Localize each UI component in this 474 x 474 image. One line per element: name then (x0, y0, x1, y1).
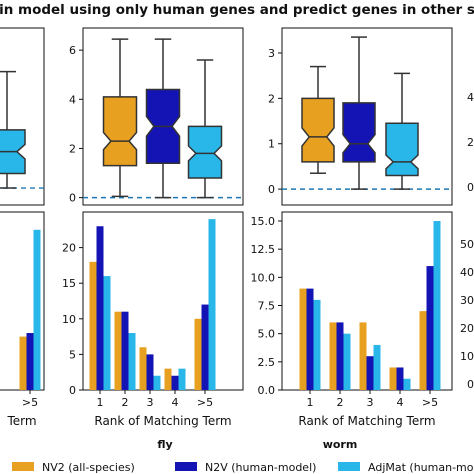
box-2 (385, 122, 419, 177)
bar-adj (343, 333, 351, 390)
bar-left-frame (0, 211, 45, 391)
bar-right-ticks-label: 20 (460, 322, 474, 335)
legend-label-nv2: NV2 (all-species) (42, 461, 135, 474)
bar-fly-xtick-label: 2 (122, 396, 129, 409)
bar-adj (403, 378, 411, 390)
bar-adj (128, 333, 136, 390)
bar-adj (178, 368, 186, 390)
bar-right-ticks-label: 50 (460, 238, 474, 251)
bar-n2v (96, 226, 104, 390)
bar-worm-xtick-label: 4 (397, 396, 404, 409)
bar-n2v (171, 375, 179, 390)
legend-swatch-adjmat (338, 462, 360, 471)
bar-worm-ytick-label: 2.5 (258, 356, 276, 369)
bar-adj (373, 344, 381, 390)
bar-adj (153, 375, 161, 390)
bar-nv2 (299, 288, 307, 390)
box-fly-ytick-label: 6 (69, 44, 76, 57)
bar-fly-ytick-label: 15 (62, 277, 76, 290)
figure-title: in model using only human genes and pred… (0, 2, 474, 18)
bar-fly-frame (82, 211, 244, 391)
bar-worm-ytick-label: 10.0 (251, 271, 276, 284)
bar-left-xtick-label: >5 (22, 396, 38, 409)
bar-nv2 (139, 347, 147, 390)
bar-fly-xtick-label: 4 (172, 396, 179, 409)
bar-nv2 (329, 322, 337, 390)
bar-adj (33, 229, 41, 390)
bar-n2v (146, 354, 154, 390)
box-worm-frame (281, 27, 453, 206)
bar-right-ticks-label: 10 (460, 350, 474, 363)
bar-worm-xtick-label: 1 (307, 396, 314, 409)
box-fly-frame (82, 27, 244, 206)
box-worm-ytick-label: 3 (268, 47, 275, 60)
bar-worm-xtick-label: 2 (337, 396, 344, 409)
bar-worm-ytick-label: 0.0 (258, 384, 276, 397)
bar-nv2 (359, 322, 367, 390)
subplot-title-fly: fly (157, 438, 172, 451)
bar-adj (208, 219, 216, 390)
bar-fly-ytick-label: 10 (62, 313, 76, 326)
bar-fly-ytick-label: 0 (69, 384, 76, 397)
bar-n2v (336, 322, 344, 390)
bar-nv2 (89, 261, 97, 390)
bar-n2v (201, 304, 209, 390)
bar-left-xlabel: Term (6, 414, 36, 428)
bar-worm-xlabel: Rank of Matching Term (298, 414, 435, 428)
bar-fly-ytick-label: 5 (69, 348, 76, 361)
legend-swatch-nv2 (12, 462, 34, 471)
bar-worm-ytick-label: 7.5 (258, 300, 276, 313)
box-worm-ytick-label: 2 (268, 92, 275, 105)
bar-fly-xtick-label: 1 (97, 396, 104, 409)
bar-n2v (426, 266, 434, 390)
legend: NV2 (all-species) N2V (human-model) AdjM… (12, 461, 474, 474)
bar-right-ticks-label: 0 (467, 378, 474, 391)
box-fly-ytick-label: 4 (69, 93, 76, 106)
box-left-frame (0, 27, 45, 206)
bar-worm-xtick-label: 3 (367, 396, 374, 409)
bar-nv2 (164, 368, 172, 390)
bar-worm-xtick-label: >5 (422, 396, 438, 409)
bar-n2v (396, 367, 404, 390)
legend-swatch-n2v (175, 462, 197, 471)
bar-adj (103, 276, 111, 390)
box-worm-ytick-label: 1 (268, 138, 275, 151)
bar-n2v (306, 288, 314, 390)
box-0 (301, 97, 335, 163)
box-right-ticks-label: 4 (467, 91, 474, 104)
bar-n2v (26, 333, 34, 390)
box-fly-ytick-label: 0 (69, 192, 76, 205)
bar-fly-xlabel: Rank of Matching Term (94, 414, 231, 428)
bar-adj (433, 221, 441, 390)
box-1 (342, 102, 376, 163)
bar-fly-xtick-label: >5 (197, 396, 213, 409)
bar-fly-xtick-label: 3 (147, 396, 154, 409)
bar-worm-ytick-label: 15.0 (251, 215, 276, 228)
bar-fly-ytick-label: 20 (62, 242, 76, 255)
legend-label-adjmat: AdjMat (human-mod (368, 461, 474, 474)
box-fly-ytick-label: 2 (69, 142, 76, 155)
bar-worm-ytick-label: 5.0 (258, 328, 276, 341)
bar-nv2 (389, 367, 397, 390)
bar-right-ticks-label: 30 (460, 294, 474, 307)
bar-nv2 (194, 318, 202, 390)
legend-label-n2v: N2V (human-model) (205, 461, 316, 474)
bar-adj (313, 299, 321, 390)
bar-worm-ytick-label: 12.5 (251, 243, 276, 256)
bar-n2v (366, 356, 374, 390)
bar-n2v (121, 311, 129, 390)
bar-nv2 (419, 311, 427, 390)
bar-nv2 (114, 311, 122, 390)
box-2 (187, 125, 223, 179)
box-worm-ytick-label: 0 (268, 183, 275, 196)
box-0 (102, 96, 138, 167)
bar-right-ticks-label: 40 (460, 266, 474, 279)
bar-nv2 (19, 336, 27, 390)
box-right-ticks-label: 0 (467, 181, 474, 194)
box-right-ticks-label: 2 (467, 136, 474, 149)
subplot-title-worm: worm (323, 438, 358, 451)
